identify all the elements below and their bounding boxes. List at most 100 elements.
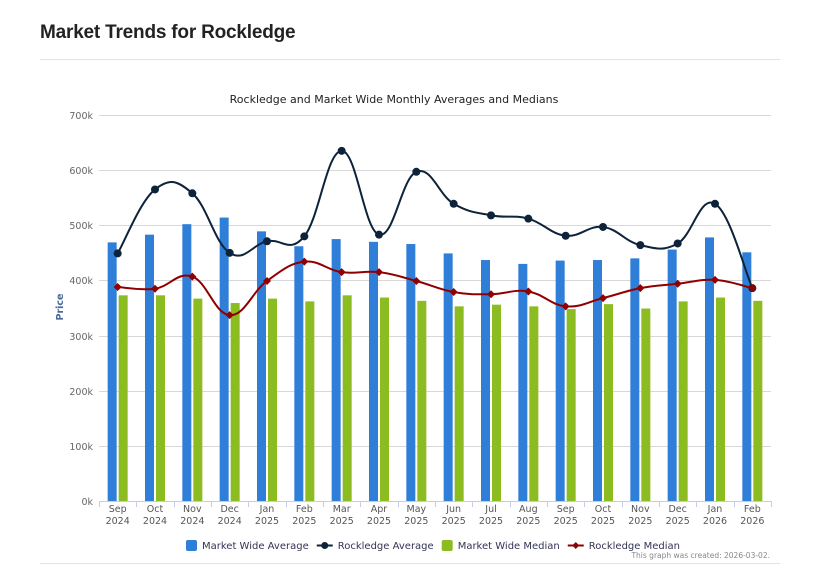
x-tick-label-month: Nov — [631, 504, 650, 515]
bar-market-wide-average — [443, 253, 453, 501]
y-axis-ticks: 0k 100k 200k 300k 400k 500k 600k 700k — [69, 111, 93, 508]
chart-credit: This graph was created: 2026-03-02. — [630, 551, 770, 560]
x-tick-label-month: Jun — [445, 504, 461, 515]
point-rockledge-median — [375, 268, 383, 277]
point-rockledge-average — [561, 231, 570, 240]
x-tick-label-month: May — [407, 504, 427, 515]
y-tick-label: 200k — [69, 387, 93, 398]
legend-label-market-wide-median: Market Wide Median — [458, 541, 560, 552]
bar-market-wide-median — [193, 298, 203, 501]
y-tick-label: 500k — [69, 221, 93, 232]
x-tick-label-year: 2026 — [740, 516, 764, 527]
x-tick-label-month: Dec — [220, 504, 238, 515]
x-tick-label-month: Aug — [519, 504, 538, 515]
bar-market-wide-median — [454, 306, 464, 501]
point-rockledge-average — [449, 199, 458, 208]
legend-label-rockledge-median: Rockledge Median — [589, 541, 680, 552]
bar-market-wide-average — [294, 246, 304, 501]
bar-market-wide-average — [555, 260, 565, 501]
bar-market-wide-median — [529, 306, 539, 501]
bar-market-wide-average — [369, 241, 378, 502]
x-tick-label-month: Oct — [595, 504, 612, 515]
bar-market-wide-median — [716, 297, 725, 501]
bar-market-wide-average — [406, 244, 416, 501]
x-tick-label-year: 2025 — [666, 516, 690, 527]
point-rockledge-average — [151, 185, 159, 194]
x-tick-label-month: Feb — [744, 504, 761, 515]
point-rockledge-average — [263, 237, 271, 246]
point-rockledge-average — [113, 249, 122, 258]
x-tick-label-year: 2025 — [442, 516, 466, 527]
bars — [107, 217, 763, 502]
y-tick-label: 600k — [69, 166, 93, 177]
point-rockledge-median — [673, 279, 682, 288]
bar-market-wide-average — [107, 242, 117, 501]
x-tick-label-month: Dec — [668, 504, 686, 515]
point-rockledge-median — [449, 288, 458, 297]
y-tick-label: 300k — [69, 332, 93, 343]
point-rockledge-average — [300, 232, 309, 241]
bar-market-wide-average — [257, 231, 266, 501]
bar-market-wide-average — [182, 224, 192, 501]
bar-market-wide-average — [481, 260, 490, 501]
legend-marker-rockledge-average — [321, 542, 329, 549]
x-tick-label-year: 2025 — [479, 516, 503, 527]
bar-market-wide-average — [630, 258, 640, 501]
lines — [113, 146, 757, 320]
x-tick-label-month: Oct — [147, 504, 164, 515]
point-rockledge-average — [599, 222, 607, 231]
x-tick-label-year: 2024 — [180, 516, 204, 527]
header-divider — [40, 59, 780, 60]
bar-market-wide-median — [268, 298, 277, 501]
point-rockledge-average — [524, 214, 533, 223]
bar-market-wide-average — [518, 263, 528, 501]
bar-market-wide-median — [604, 304, 613, 501]
point-rockledge-median — [188, 272, 197, 281]
x-tick-label-year: 2025 — [330, 516, 354, 527]
point-rockledge-median — [113, 283, 122, 292]
point-rockledge-median — [711, 275, 719, 284]
line-rockledge-average — [116, 149, 754, 289]
bar-market-wide-median — [641, 308, 651, 501]
bar-market-wide-average — [705, 237, 714, 501]
point-rockledge-average — [673, 239, 682, 248]
x-tick-label-year: 2025 — [516, 516, 540, 527]
y-tick-label: 700k — [69, 111, 93, 122]
bar-market-wide-median — [492, 304, 501, 501]
bar-market-wide-average — [742, 252, 752, 501]
y-tick-label: 100k — [69, 442, 93, 453]
x-tick-label-month: Sep — [557, 504, 575, 515]
point-rockledge-average — [337, 146, 346, 155]
bar-market-wide-median — [417, 300, 427, 501]
x-tick-label-year: 2025 — [255, 516, 279, 527]
x-tick-label-month: Nov — [183, 504, 202, 515]
bar-market-wide-median — [566, 309, 576, 501]
y-tick-label: 0k — [81, 497, 93, 508]
x-tick-label-month: Feb — [296, 504, 313, 515]
x-axis: Sep2024Oct2024Nov2024Dec2024Jan2025Feb20… — [99, 501, 772, 527]
point-rockledge-median — [300, 257, 309, 266]
legend-swatch-market-wide-median — [441, 540, 453, 551]
footer-divider — [40, 563, 780, 564]
chart-title: Rockledge and Market Wide Monthly Averag… — [230, 93, 559, 106]
bar-market-wide-median — [156, 295, 165, 501]
point-rockledge-median — [561, 302, 570, 311]
legend-marker-rockledge-median — [572, 542, 580, 549]
x-tick-label-month: Mar — [333, 504, 351, 515]
point-rockledge-average — [188, 189, 197, 198]
bar-market-wide-median — [380, 297, 389, 501]
bar-market-wide-median — [230, 303, 240, 501]
point-rockledge-average — [375, 230, 383, 239]
bar-market-wide-average — [219, 217, 229, 501]
x-tick-label-month: Jul — [484, 504, 496, 515]
legend-swatch-market-wide-average — [186, 540, 197, 551]
x-tick-label-year: 2025 — [292, 516, 316, 527]
point-rockledge-median — [337, 268, 346, 277]
bar-market-wide-median — [342, 295, 352, 501]
point-rockledge-average — [225, 248, 234, 257]
x-tick-label-month: Jan — [707, 504, 723, 515]
point-rockledge-median — [225, 311, 234, 320]
bar-market-wide-average — [145, 234, 154, 501]
point-rockledge-average — [487, 211, 495, 220]
